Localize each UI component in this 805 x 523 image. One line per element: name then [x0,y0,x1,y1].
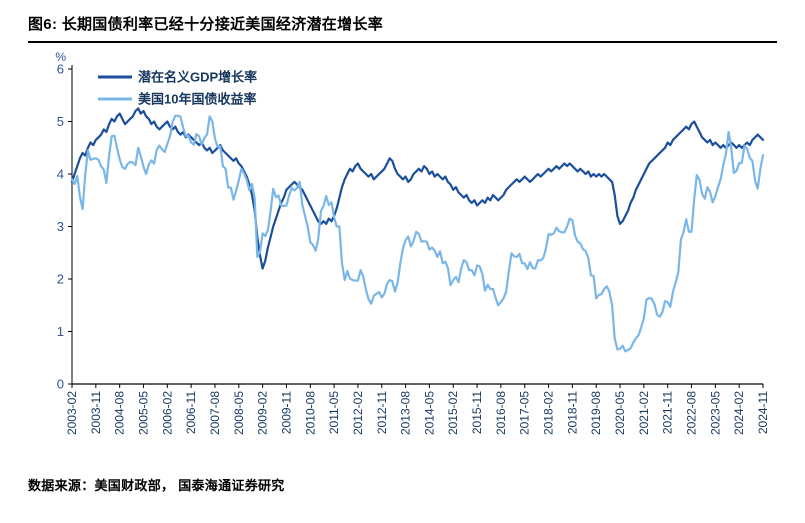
x-tick-label: 2014-05 [422,391,436,435]
figure-title: 图6: 长期国债利率已经十分接近美国经济潜在增长率 [28,16,384,33]
ust10y-line [70,114,765,353]
x-tick-label: 2015-11 [470,391,484,434]
x-tick-label: 2004-08 [113,391,127,435]
x-tick-label: 2015-02 [446,391,460,435]
x-tick-label: 2017-05 [518,391,532,435]
x-tick-label: 2024-02 [732,391,746,435]
x-tick-label: 2016-08 [494,391,508,435]
y-tick-label: 5 [57,114,64,129]
x-tick-label: 2011-05 [327,391,341,434]
line-chart: 0 1 2 3 4 5 6% 2003-02 2003-11 2004-08 2005-05 2006… [55,50,770,435]
x-tick-label: 2006-11 [184,391,198,434]
y-axis-unit-label: % [55,50,66,64]
y-tick-label: 2 [57,272,64,287]
x-tick-label: 2012-02 [351,391,365,435]
x-tick-label: 2003-11 [89,391,103,434]
chart-area: 0 1 2 3 4 5 6% 2003-02 2003-11 2004-08 2005-05 2006… [28,49,777,461]
x-tick-label: 2012-11 [375,391,389,434]
y-tick-label: 0 [57,377,64,392]
x-tick-label: 2021-02 [637,391,651,435]
x-tick-label: 2018-02 [542,391,556,435]
x-tick-label: 2020-05 [613,391,627,435]
x-tick-label: 2006-02 [160,391,174,435]
x-tick-label: 2022-08 [685,391,699,435]
x-tick-label: 2010-08 [303,391,317,435]
x-tick-label: 2003-02 [65,391,79,435]
x-tick-label: 2018-11 [565,391,579,434]
x-tick-label: 2019-08 [589,391,603,435]
data-source: 数据来源：美国财政部， 国泰海通证券研究 [28,478,285,493]
x-tick-label: 2005-05 [136,391,150,435]
y-tick-label: 6 [57,62,64,77]
x-tick-label: 2024-11 [756,391,770,434]
y-tick-label: 1 [57,324,64,339]
x-tick-label: 2009-02 [256,391,270,435]
x-tick-label: 2008-05 [232,391,246,435]
potential-gdp-line [70,107,765,270]
x-tick-label: 2023-05 [708,391,722,435]
y-tick-label: 4 [57,167,64,182]
legend-label-ust10y: 美国10年国债收益率 [138,92,256,107]
x-tick-label: 2009-11 [279,391,293,434]
y-tick-label: 3 [57,219,64,234]
x-tick-label: 2021-11 [661,391,675,434]
legend-label-potential-gdp: 潜在名义GDP增长率 [138,70,257,85]
x-tick-label: 2013-08 [399,391,413,435]
title-divider [28,41,777,43]
x-tick-label: 2007-08 [208,391,222,435]
